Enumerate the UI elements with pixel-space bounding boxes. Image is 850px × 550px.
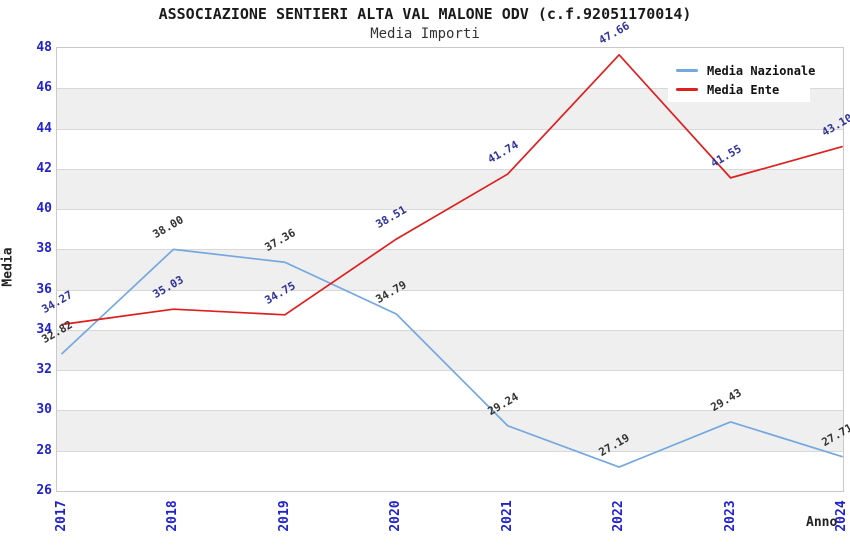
x-tick-label: 2021 — [499, 500, 515, 532]
legend-line-swatch-icon — [676, 88, 698, 91]
x-tick-label: 2023 — [722, 500, 738, 532]
gridline — [57, 128, 843, 130]
y-tick-label: 34 — [36, 321, 52, 337]
y-tick-label: 30 — [36, 402, 52, 418]
x-tick-label: 2022 — [611, 500, 627, 532]
grid-band — [57, 289, 843, 330]
gridline — [57, 249, 843, 251]
grid-band — [57, 410, 843, 451]
chart-subtitle: Media Importi — [370, 26, 480, 42]
legend-label: Media Ente — [707, 82, 780, 97]
x-tick-label: 2017 — [54, 500, 69, 532]
y-tick-label: 26 — [36, 483, 52, 498]
legend-item-media-nazionale: Media Nazionale — [676, 64, 815, 78]
y-tick-label: 40 — [36, 201, 52, 217]
x-tick-label: 2018 — [165, 500, 181, 532]
y-tick-label: 44 — [36, 120, 52, 136]
gridline — [57, 209, 843, 211]
gridline — [57, 329, 843, 331]
x-tick-label: 2019 — [276, 500, 292, 532]
y-tick-label: 32 — [36, 362, 52, 378]
legend-label: Media Nazionale — [707, 63, 816, 78]
grid-band — [57, 329, 843, 371]
y-tick-label: 42 — [36, 160, 52, 176]
gridline — [57, 410, 843, 412]
gridline — [57, 370, 843, 372]
point-label-media-ente: 47.66 — [596, 19, 632, 47]
gridline — [57, 168, 843, 170]
grid-band — [57, 450, 843, 491]
chart-title: ASSOCIAZIONE SENTIERI ALTA VAL MALONE OD… — [158, 5, 692, 23]
y-tick-label: 38 — [36, 241, 52, 257]
x-tick-label: 2020 — [388, 500, 404, 532]
legend-item-media-ente: Media Ente — [676, 83, 810, 97]
gridline — [57, 450, 843, 452]
y-tick-label: 46 — [36, 80, 52, 96]
plot-area — [56, 47, 844, 492]
y-tick-label: 48 — [36, 40, 52, 55]
y-tick-label: 36 — [36, 281, 52, 297]
y-axis-title: Media — [0, 247, 16, 287]
x-axis-title: Anno — [806, 515, 838, 530]
y-tick-label: 28 — [36, 442, 52, 458]
legend: Media Nazionale Media Ente — [668, 58, 815, 102]
grid-band — [57, 168, 843, 210]
legend-line-swatch-icon — [676, 69, 698, 72]
